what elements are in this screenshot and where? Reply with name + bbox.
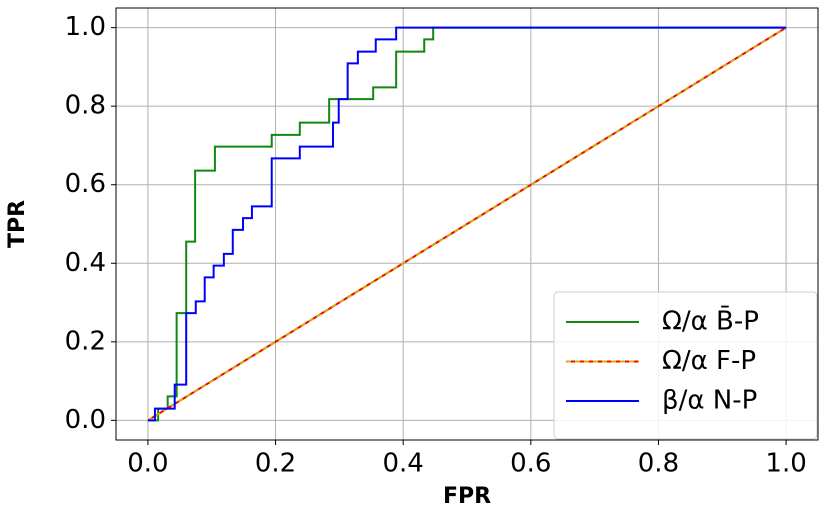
x-tick-label: 0.8: [638, 449, 679, 479]
legend-label: Ω/α F-P: [662, 346, 756, 376]
y-tick-label: 0.0: [65, 405, 106, 435]
x-tick-label: 0.2: [255, 449, 296, 479]
x-tick-label: 0.4: [383, 449, 424, 479]
legend-label: β/α N-P: [662, 386, 757, 416]
roc-line-dash: [147, 26, 787, 422]
plot-frame: [115, 7, 819, 441]
y-tick-label: 0.4: [65, 248, 106, 278]
y-tick-label: 1.0: [65, 12, 106, 42]
y-axis-label: TPR: [5, 200, 30, 248]
legend-box: [553, 291, 818, 440]
x-tick-label: 0.6: [510, 449, 551, 479]
y-tick-label: 0.2: [65, 326, 106, 356]
x-tick-label: 0.0: [127, 449, 168, 479]
roc-line: [147, 26, 787, 422]
roc-line: [147, 26, 787, 422]
y-tick-label: 0.8: [65, 91, 106, 121]
x-axis-label: FPR: [443, 484, 491, 509]
x-tick-label: 1.0: [765, 449, 806, 479]
y-tick-label: 0.6: [65, 169, 106, 199]
legend-label: Ω/α B̄-P: [662, 305, 759, 337]
